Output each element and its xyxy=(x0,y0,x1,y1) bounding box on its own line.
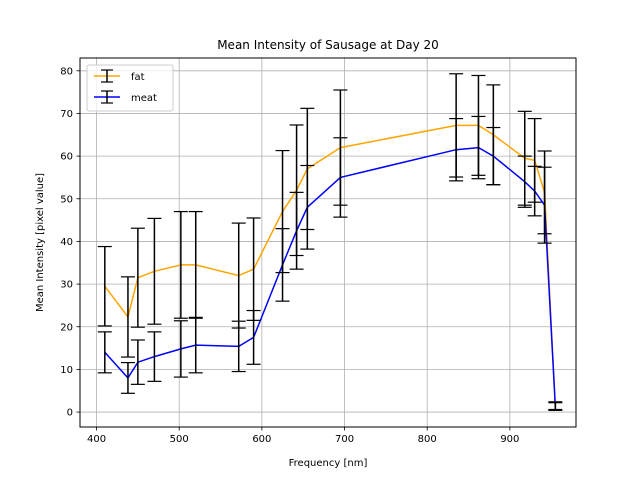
y-axis-label: Mean Intensity [pixel value] xyxy=(35,173,46,312)
y-tick-label: 40 xyxy=(60,237,73,248)
y-tick-label: 0 xyxy=(67,408,73,419)
error-bars xyxy=(97,73,563,411)
error-bar-meat xyxy=(147,331,162,382)
error-bar-fat xyxy=(97,245,112,327)
x-tick-label: 800 xyxy=(418,434,437,445)
y-tick-label: 20 xyxy=(60,322,73,333)
error-bar-meat xyxy=(537,166,552,244)
y-tick-label: 10 xyxy=(60,365,73,376)
error-bar-meat xyxy=(548,401,563,411)
error-bar-meat xyxy=(231,320,246,373)
error-bar-meat xyxy=(97,331,112,374)
y-tick-label: 50 xyxy=(60,194,73,205)
y-tick-label: 80 xyxy=(60,66,73,77)
grid xyxy=(80,58,576,427)
x-tick-label: 600 xyxy=(252,434,271,445)
error-bar-meat xyxy=(130,339,145,385)
x-tick-label: 700 xyxy=(335,434,354,445)
legend-label: fat xyxy=(131,72,145,83)
legend-entry-fat: fat xyxy=(94,69,145,83)
error-bar-meat xyxy=(471,115,486,180)
y-tick-label: 70 xyxy=(60,109,73,120)
error-bar-meat xyxy=(289,191,304,270)
error-bar-meat xyxy=(188,316,203,374)
x-axis-ticks: 400 500 600 700 800 900 xyxy=(87,427,519,445)
y-axis-ticks: 0 10 20 30 40 50 60 70 80 xyxy=(60,66,80,419)
error-bar-fat xyxy=(130,227,145,328)
legend-box xyxy=(86,64,174,112)
error-bar-meat xyxy=(275,228,290,302)
error-bar-meat xyxy=(300,164,315,250)
x-tick-label: 900 xyxy=(500,434,519,445)
x-tick-label: 500 xyxy=(170,434,189,445)
x-tick-label: 400 xyxy=(87,434,106,445)
error-bar-fat xyxy=(120,276,135,358)
error-bar-meat xyxy=(449,117,464,182)
legend-label: meat xyxy=(131,93,157,104)
x-axis-label: Frequency [nm] xyxy=(289,458,368,469)
legend: fat meat xyxy=(86,64,174,112)
error-bar-meat xyxy=(486,126,501,186)
error-bar-meat xyxy=(333,137,348,218)
plot-frame xyxy=(79,57,577,428)
legend-entry-meat: meat xyxy=(94,90,157,104)
chart-title: Mean Intensity of Sausage at Day 20 xyxy=(217,38,439,52)
y-tick-label: 30 xyxy=(60,280,73,291)
error-bar-meat xyxy=(246,309,261,365)
error-bar-fat xyxy=(147,217,162,325)
y-tick-label: 60 xyxy=(60,152,73,163)
error-bar-fat xyxy=(173,210,188,319)
error-bar-meat xyxy=(517,155,532,208)
error-bar-meat xyxy=(527,165,542,217)
error-bar-meat xyxy=(173,320,188,378)
error-bar-meat xyxy=(120,361,135,394)
